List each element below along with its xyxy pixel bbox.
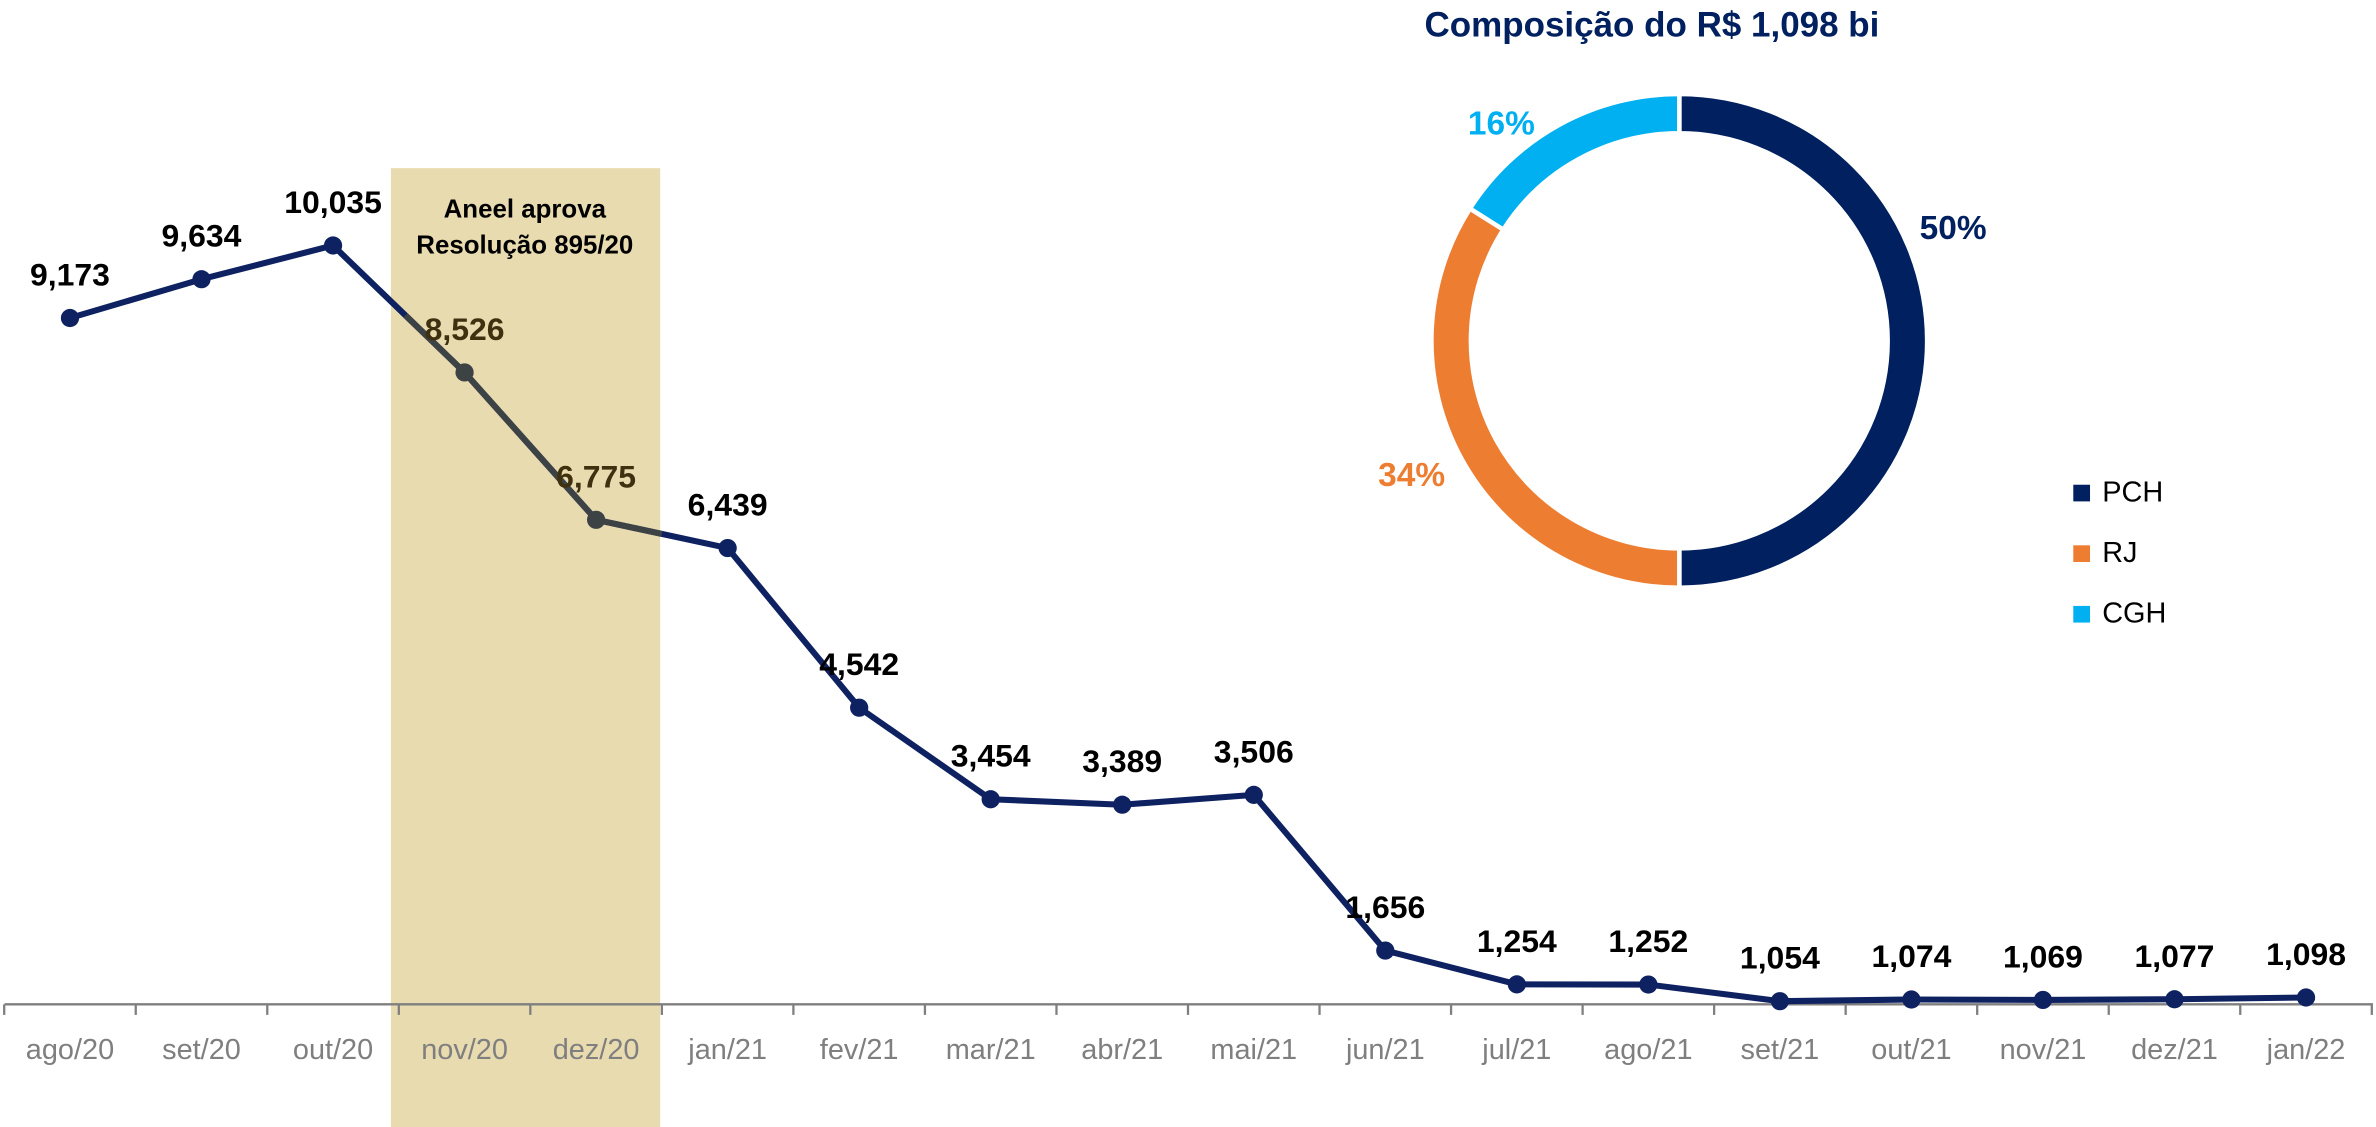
data-point [2165, 990, 2184, 1009]
data-label: 3,506 [1214, 733, 1294, 769]
pie-title: Composição do R$ 1,098 bi [1425, 6, 1880, 45]
data-point [1507, 975, 1526, 994]
data-label: 1,252 [1608, 923, 1688, 959]
legend-label: CGH [2102, 598, 2166, 630]
data-point [1376, 941, 1395, 960]
data-point [455, 363, 474, 382]
data-label: 1,074 [1871, 938, 1951, 974]
legend-label: PCH [2102, 476, 2163, 508]
pie-slice [1429, 205, 1682, 591]
x-tick-label: jan/22 [2266, 1034, 2346, 1066]
x-tick-label: fev/21 [820, 1034, 899, 1066]
data-point [850, 698, 869, 717]
x-tick-label: jun/21 [1345, 1034, 1425, 1066]
data-label: 6,775 [556, 458, 636, 494]
data-label: 10,035 [284, 184, 382, 220]
x-tick-label: ago/21 [1604, 1034, 1692, 1066]
x-tick-label: dez/20 [553, 1034, 640, 1066]
data-point [192, 270, 211, 289]
data-point [1639, 975, 1658, 994]
data-label: 4,542 [819, 646, 899, 682]
x-tick-label: mar/21 [946, 1034, 1036, 1066]
pie-label: 50% [1920, 210, 1987, 247]
x-tick-label: jan/21 [687, 1034, 767, 1066]
data-label: 1,254 [1477, 923, 1557, 959]
highlight-band [390, 168, 661, 1127]
x-tick-label: nov/20 [421, 1034, 508, 1066]
data-point [323, 236, 343, 255]
annotation: Resolução 895/20 [416, 232, 633, 260]
data-label: 8,526 [425, 311, 505, 347]
data-point [718, 538, 737, 558]
x-tick-label: dez/21 [2131, 1034, 2218, 1066]
legend-label: RJ [2102, 537, 2137, 569]
legend-swatch [2073, 545, 2091, 562]
data-point [2296, 988, 2316, 1007]
x-tick-label: jul/21 [1481, 1034, 1551, 1066]
data-label: 6,439 [688, 487, 768, 523]
x-tick-label: abr/21 [1081, 1034, 1163, 1066]
x-tick-label: mai/21 [1210, 1034, 1297, 1066]
data-point [2033, 990, 2053, 1010]
data-point [1770, 992, 1790, 1011]
pie-label: 34% [1378, 457, 1445, 494]
data-point [586, 510, 606, 529]
data-point [1902, 990, 1921, 1009]
x-tick-label: ago/20 [26, 1034, 114, 1066]
pie-label: 16% [1468, 106, 1535, 143]
data-label: 1,069 [2003, 939, 2083, 975]
annotation: Aneel aprova [444, 195, 607, 223]
data-label: 3,454 [951, 738, 1031, 774]
data-label: 1,656 [1345, 889, 1425, 925]
x-tick-label: out/21 [1871, 1034, 1951, 1066]
data-label: 3,389 [1082, 743, 1162, 779]
x-tick-label: out/20 [293, 1034, 373, 1066]
data-label: 9,173 [30, 257, 110, 293]
legend-swatch [2073, 484, 2091, 502]
data-label: 1,077 [2135, 938, 2215, 974]
pie-slice [1677, 91, 1930, 591]
line-overlay [403, 313, 663, 537]
legend-swatch [2073, 605, 2091, 623]
x-tick-label: set/21 [1741, 1034, 1820, 1066]
x-tick-label: nov/21 [2000, 1034, 2087, 1066]
pie-slice [1466, 91, 1682, 233]
data-label: 1,054 [1740, 940, 1820, 976]
data-point [1244, 785, 1263, 804]
data-label: 9,634 [162, 218, 242, 254]
data-point [981, 790, 1000, 809]
data-point [60, 308, 80, 328]
data-label: 1,098 [2266, 936, 2346, 972]
x-tick-label: set/20 [162, 1034, 241, 1066]
data-point [1113, 795, 1132, 814]
